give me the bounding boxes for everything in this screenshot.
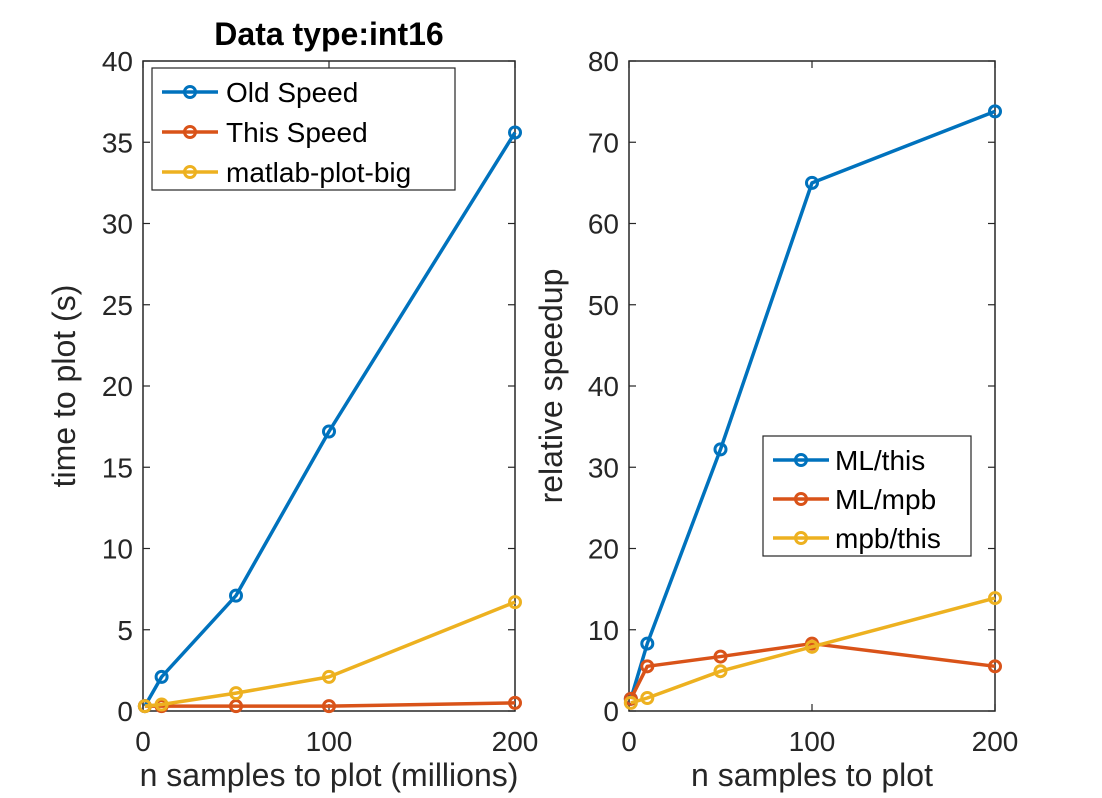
- y-tick-label: 0: [603, 696, 619, 727]
- y-tick-label: 10: [588, 615, 619, 646]
- legend-entry: ML/mpb: [835, 484, 936, 515]
- legend-swatch-marker: [794, 531, 808, 545]
- legend-swatch-marker: [794, 492, 808, 506]
- y-tick-label: 35: [102, 127, 133, 158]
- legend-entry: Old Speed: [226, 77, 358, 108]
- y-tick-label: 5: [117, 615, 133, 646]
- x-tick-label: 0: [621, 726, 637, 757]
- relative-speedup-panel: 0 10 20 30 40 50 60 70 80 0 100 200 n samples to plo…: [533, 46, 1018, 793]
- series-mpb-this: [623, 591, 1002, 710]
- data-point: [322, 669, 336, 684]
- series-ml-this: [623, 104, 1002, 706]
- data-point: [137, 699, 152, 714]
- x-tick-label: 100: [789, 726, 836, 757]
- data-point: [229, 588, 243, 603]
- data-point: [508, 595, 522, 610]
- x-tick-label: 0: [135, 726, 151, 757]
- data-point: [713, 664, 728, 679]
- data-point: [623, 695, 638, 710]
- y-tick-label: 60: [588, 209, 619, 240]
- legend-entry: ML/this: [835, 445, 925, 476]
- data-point: [713, 649, 728, 664]
- data-point: [154, 669, 169, 684]
- x-tick-label: 200: [492, 726, 539, 757]
- x-axis-label: n samples to plot (millions): [140, 757, 519, 793]
- data-point: [640, 691, 655, 705]
- data-point: [988, 591, 1002, 606]
- y-tick-label: 15: [102, 452, 133, 483]
- legend: ML/this ML/mpb mpb/this: [762, 435, 972, 557]
- legend-entry: matlab-plot-big: [226, 157, 411, 188]
- series-line: [629, 109, 996, 700]
- y-tick-label: 40: [588, 371, 619, 402]
- y-tick-label: 20: [102, 371, 133, 402]
- series-line: [143, 131, 517, 707]
- legend-entry: This Speed: [226, 117, 368, 148]
- legend-swatch-marker: [183, 125, 197, 139]
- legend-swatch-marker: [183, 85, 197, 99]
- y-tick-label: 80: [588, 46, 619, 77]
- legend: Old Speed This Speed matlab-plot-big: [151, 67, 456, 191]
- y-tick-label: 50: [588, 290, 619, 321]
- data-point: [713, 442, 728, 457]
- x-tick-label: 100: [306, 726, 353, 757]
- y-axis-label: relative speedup: [533, 269, 569, 504]
- y-tick-label: 10: [102, 534, 133, 565]
- y-tick-label: 40: [102, 46, 133, 77]
- data-point: [805, 639, 819, 654]
- series-line: [144, 600, 516, 708]
- y-tick-label: 30: [102, 209, 133, 240]
- data-point: [154, 697, 169, 712]
- data-point: [508, 695, 522, 710]
- y-tick-label: 30: [588, 452, 619, 483]
- x-tick-label: 200: [972, 726, 1019, 757]
- series-line: [144, 701, 516, 708]
- y-tick-label: 0: [117, 696, 133, 727]
- data-point: [229, 686, 243, 701]
- legend-entry: mpb/this: [835, 523, 941, 554]
- series-matlab-plot-big: [137, 595, 522, 714]
- legend-box: [151, 67, 456, 191]
- data-point: [508, 125, 522, 140]
- data-point: [640, 636, 655, 651]
- data-point: [988, 104, 1002, 119]
- series-line: [629, 641, 996, 700]
- legend-swatch-marker: [183, 165, 197, 179]
- y-tick-label: 25: [102, 290, 133, 321]
- data-point: [640, 659, 655, 674]
- data-point: [322, 424, 336, 439]
- y-tick-label: 20: [588, 534, 619, 565]
- data-point: [322, 699, 336, 714]
- data-point: [805, 175, 819, 190]
- y-axis-label: time to plot (s): [46, 285, 82, 488]
- legend-swatch-marker: [794, 453, 808, 467]
- data-point: [988, 659, 1002, 674]
- chart-title: Data type:int16: [214, 16, 443, 52]
- y-tick-label: 70: [588, 127, 619, 158]
- x-axis-label: n samples to plot: [691, 757, 933, 793]
- data-point: [229, 699, 243, 714]
